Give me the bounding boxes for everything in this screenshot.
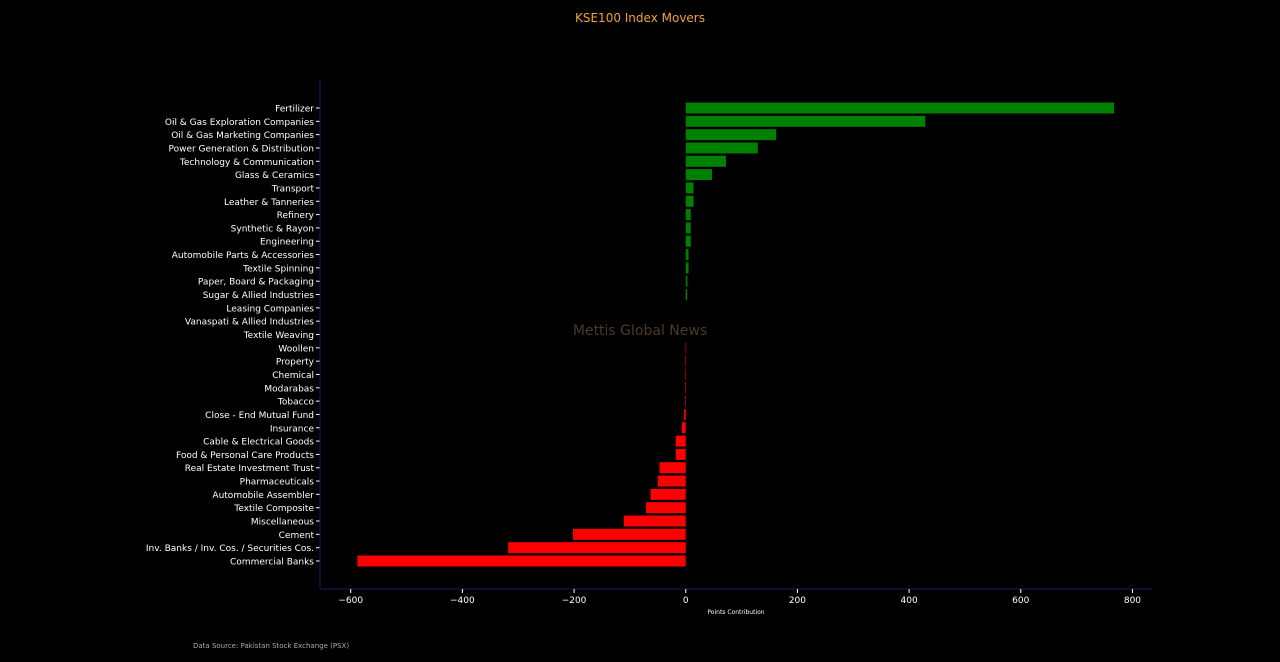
y-tick-label: Vanaspati & Allied Industries bbox=[185, 318, 314, 328]
y-tick-label: Oil & Gas Marketing Companies bbox=[171, 131, 314, 141]
y-tick-label: Commercial Banks bbox=[230, 558, 314, 568]
x-tick-label: −200 bbox=[562, 596, 587, 606]
y-tick-label: Automobile Assembler bbox=[212, 491, 314, 501]
bar bbox=[685, 115, 926, 127]
bar bbox=[685, 395, 686, 407]
y-tick-label: Automobile Parts & Accessories bbox=[172, 251, 315, 261]
bar bbox=[685, 355, 687, 367]
bar bbox=[685, 169, 712, 181]
y-tick-label: Fertilizer bbox=[275, 105, 314, 115]
bar bbox=[685, 382, 686, 394]
bar bbox=[685, 155, 726, 167]
bar bbox=[685, 262, 689, 274]
bar bbox=[685, 235, 691, 247]
y-tick-label: Insurance bbox=[270, 424, 315, 434]
y-tick-label: Inv. Banks / Inv. Cos. / Securities Cos. bbox=[146, 544, 314, 554]
y-tick-label: Engineering bbox=[260, 238, 314, 248]
y-tick-label: Oil & Gas Exploration Companies bbox=[165, 118, 314, 128]
x-tick-label: 0 bbox=[683, 596, 689, 606]
y-tick-label: Chemical bbox=[272, 371, 314, 381]
bar bbox=[685, 289, 688, 301]
bar bbox=[572, 528, 686, 540]
x-tick-label: 600 bbox=[1012, 596, 1029, 606]
y-tick-label: Transport bbox=[271, 184, 315, 194]
bar bbox=[685, 209, 691, 221]
bar bbox=[685, 342, 687, 354]
y-tick-label: Close - End Mutual Fund bbox=[205, 411, 314, 421]
bar bbox=[681, 422, 686, 434]
y-tick-label: Property bbox=[276, 358, 315, 368]
x-tick-label: 800 bbox=[1124, 596, 1141, 606]
bar bbox=[659, 462, 686, 474]
y-tick-label: Leasing Companies bbox=[226, 304, 314, 314]
x-tick-label: 400 bbox=[901, 596, 918, 606]
y-tick-label: Tobacco bbox=[277, 398, 315, 408]
x-tick-label: −600 bbox=[338, 596, 363, 606]
watermark: Mettis Global News bbox=[573, 323, 707, 339]
y-tick-label: Cable & Electrical Goods bbox=[203, 438, 314, 448]
data-source: Data Source: Pakistan Stock Exchange (PS… bbox=[193, 642, 350, 650]
y-tick-label: Glass & Ceramics bbox=[235, 171, 314, 181]
bar bbox=[685, 195, 694, 207]
bar bbox=[685, 142, 758, 154]
y-tick-label: Technology & Communication bbox=[179, 158, 314, 168]
y-tick-label: Paper, Board & Packaging bbox=[198, 278, 314, 288]
y-tick-label: Synthetic & Rayon bbox=[231, 224, 314, 234]
y-tick-label: Food & Personal Care Products bbox=[176, 451, 314, 461]
bar bbox=[685, 102, 1115, 114]
y-tick-label: Woollen bbox=[278, 344, 314, 354]
bar bbox=[357, 555, 686, 567]
bar bbox=[685, 368, 687, 380]
y-tick-label: Textile Weaving bbox=[243, 331, 314, 341]
bar bbox=[684, 408, 686, 420]
y-tick-label: Refinery bbox=[277, 211, 315, 221]
bar bbox=[685, 182, 694, 194]
bar bbox=[508, 542, 686, 554]
y-tick-label: Power Generation & Distribution bbox=[168, 144, 314, 154]
y-tick-label: Leather & Tanneries bbox=[224, 198, 314, 208]
y-tick-label: Textile Composite bbox=[233, 504, 314, 514]
y-tick-label: Miscellaneous bbox=[251, 518, 314, 528]
y-tick-label: Textile Spinning bbox=[242, 264, 314, 274]
bar bbox=[646, 502, 686, 514]
y-tick-label: Real Estate Investment Trust bbox=[185, 464, 315, 474]
bar bbox=[685, 275, 688, 287]
bar bbox=[675, 448, 686, 460]
y-tick-label: Sugar & Allied Industries bbox=[203, 291, 315, 301]
bar bbox=[685, 129, 777, 141]
bar bbox=[657, 475, 686, 487]
y-tick-label: Modarabas bbox=[264, 384, 314, 394]
bar bbox=[623, 515, 686, 527]
x-axis-label: Points Contribution bbox=[707, 609, 764, 616]
bar bbox=[685, 249, 689, 261]
bar bbox=[650, 488, 686, 500]
x-tick-label: 200 bbox=[789, 596, 806, 606]
bar bbox=[675, 435, 686, 447]
y-tick-label: Pharmaceuticals bbox=[240, 478, 315, 488]
chart-title: KSE100 Index Movers bbox=[574, 11, 705, 25]
x-tick-label: −400 bbox=[450, 596, 475, 606]
y-tick-label: Cement bbox=[279, 531, 315, 541]
bar bbox=[685, 222, 691, 234]
